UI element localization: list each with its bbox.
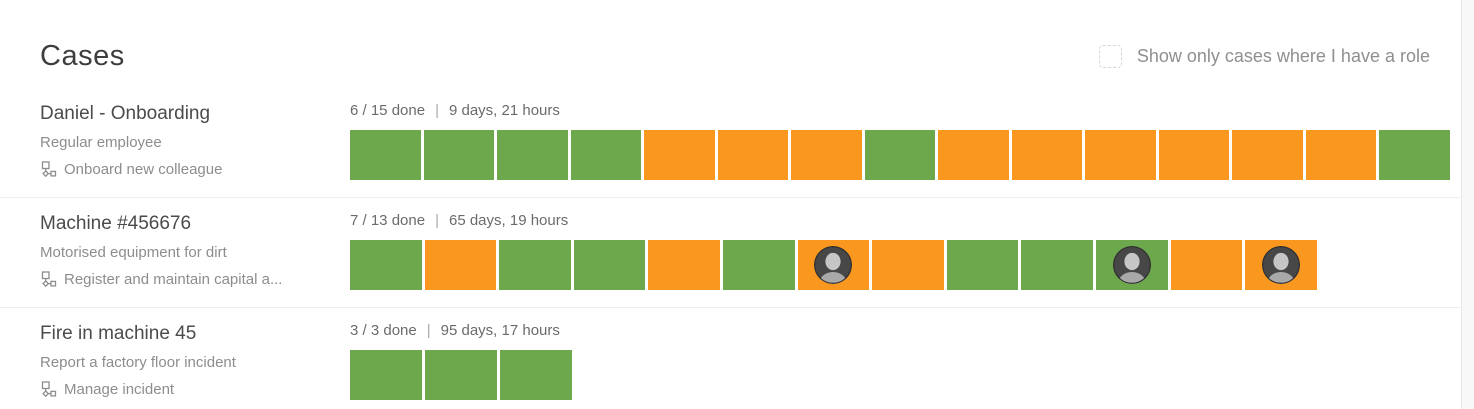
workflow-name: Onboard new colleague — [64, 161, 223, 178]
task-segment-done[interactable] — [573, 240, 646, 290]
task-segment-pending[interactable] — [797, 240, 870, 290]
progress-separator: | — [435, 212, 439, 229]
task-segment-pending[interactable] — [424, 240, 497, 290]
task-segment-done[interactable] — [864, 130, 936, 180]
task-segment-done[interactable] — [350, 130, 421, 180]
progress-separator: | — [435, 102, 439, 119]
progress-bar — [350, 130, 1450, 180]
assignee-avatar — [1262, 246, 1301, 284]
task-segment-pending[interactable] — [791, 130, 862, 180]
case-title[interactable]: Machine #456676 — [40, 213, 192, 234]
task-segment-pending[interactable] — [644, 130, 715, 180]
role-filter[interactable]: Show only cases where I have a role — [1098, 44, 1430, 68]
progress-count: 6 / 15 done — [350, 102, 426, 119]
task-segment-pending[interactable] — [938, 130, 1009, 180]
case-workflow: Onboard new colleague — [40, 161, 350, 178]
case-progress: 3 / 3 done | 95 days, 17 hours — [350, 321, 1474, 400]
task-segment-done[interactable] — [499, 240, 571, 290]
task-segment-done[interactable] — [500, 350, 572, 400]
case-title[interactable]: Daniel - Onboarding — [40, 103, 211, 124]
progress-count: 3 / 3 done — [350, 322, 417, 339]
assignee-avatar — [814, 246, 853, 284]
workflow-icon — [40, 381, 57, 398]
task-segment-done[interactable] — [723, 240, 795, 290]
progress-bar — [350, 240, 1317, 290]
role-filter-label: Show only cases where I have a role — [1136, 45, 1430, 66]
progress-duration: 9 days, 21 hours — [448, 102, 560, 119]
case-row[interactable]: Machine #456676 Motorised equipment for … — [0, 197, 1474, 307]
case-row[interactable]: Fire in machine 45 Report a factory floo… — [0, 307, 1474, 409]
task-segment-done[interactable] — [423, 130, 495, 180]
task-segment-done[interactable] — [946, 240, 1019, 290]
task-segment-pending[interactable] — [648, 240, 721, 290]
case-workflow: Manage incident — [40, 381, 350, 398]
task-segment-pending[interactable] — [1232, 130, 1303, 180]
progress-duration: 95 days, 17 hours — [440, 322, 560, 339]
task-segment-done[interactable] — [1096, 240, 1168, 290]
progress-bar — [350, 350, 572, 400]
task-segment-pending[interactable] — [1245, 240, 1317, 290]
task-segment-done[interactable] — [1379, 130, 1450, 180]
progress-count: 7 / 13 done — [350, 212, 426, 229]
vertical-scrollbar[interactable] — [1461, 0, 1474, 409]
task-segment-done[interactable] — [570, 130, 642, 180]
progress-duration: 65 days, 19 hours — [448, 212, 569, 229]
progress-summary: 7 / 13 done | 65 days, 19 hours — [350, 211, 1474, 229]
task-segment-pending[interactable] — [1170, 240, 1243, 290]
task-segment-pending[interactable] — [1158, 130, 1230, 180]
case-info: Daniel - Onboarding Regular employee Onb… — [40, 101, 350, 180]
task-segment-pending[interactable] — [1305, 130, 1377, 180]
task-segment-pending[interactable] — [1085, 130, 1156, 180]
page-title: Cases — [40, 39, 125, 72]
task-segment-done[interactable] — [1021, 240, 1094, 290]
task-segment-pending[interactable] — [872, 240, 944, 290]
task-segment-pending[interactable] — [1011, 130, 1083, 180]
assignee-avatar — [1112, 246, 1151, 284]
case-subtitle: Report a factory floor incident — [40, 354, 236, 371]
case-list: Daniel - Onboarding Regular employee Onb… — [0, 88, 1474, 409]
case-progress: 6 / 15 done | 9 days, 21 hours — [350, 101, 1474, 180]
task-segment-pending[interactable] — [717, 130, 789, 180]
task-segment-done[interactable] — [350, 350, 422, 400]
progress-summary: 6 / 15 done | 9 days, 21 hours — [350, 101, 1474, 119]
workflow-name: Register and maintain capital a... — [64, 271, 283, 288]
progress-separator: | — [426, 322, 431, 339]
role-filter-checkbox[interactable] — [1098, 44, 1122, 68]
task-segment-done[interactable] — [350, 240, 422, 290]
workflow-name: Manage incident — [64, 381, 175, 398]
workflow-icon — [40, 161, 57, 178]
progress-summary: 3 / 3 done | 95 days, 17 hours — [350, 321, 1474, 339]
task-segment-done[interactable] — [425, 350, 497, 400]
case-title[interactable]: Fire in machine 45 — [40, 323, 197, 344]
case-row[interactable]: Daniel - Onboarding Regular employee Onb… — [0, 88, 1474, 197]
task-segment-done[interactable] — [497, 130, 568, 180]
case-info: Machine #456676 Motorised equipment for … — [40, 211, 350, 290]
case-workflow: Register and maintain capital a... — [40, 271, 350, 288]
page-header: Cases Show only cases where I have a rol… — [0, 0, 1474, 88]
case-progress: 7 / 13 done | 65 days, 19 hours — [350, 211, 1474, 290]
workflow-icon — [40, 271, 57, 288]
case-subtitle: Regular employee — [40, 134, 162, 151]
case-subtitle: Motorised equipment for dirt — [40, 244, 227, 261]
case-info: Fire in machine 45 Report a factory floo… — [40, 321, 350, 400]
